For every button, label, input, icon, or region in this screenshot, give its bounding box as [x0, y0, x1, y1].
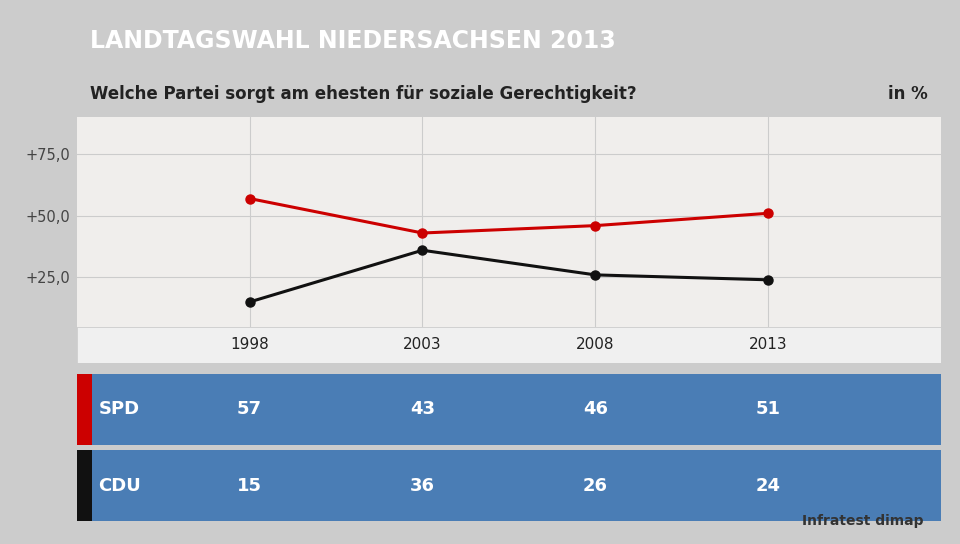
Text: 1998: 1998 [230, 337, 269, 353]
Text: 57: 57 [237, 400, 262, 418]
Text: in %: in % [888, 85, 927, 103]
Text: 15: 15 [237, 477, 262, 494]
Bar [77, 450, 941, 521]
Text: 26: 26 [583, 477, 608, 494]
Text: 46: 46 [583, 400, 608, 418]
Text: 2013: 2013 [749, 337, 787, 353]
Text: 2003: 2003 [403, 337, 442, 353]
Text: 2008: 2008 [576, 337, 614, 353]
Text: 24: 24 [756, 477, 780, 494]
Bar [77, 374, 92, 445]
Text: Welche Partei sorgt am ehesten für soziale Gerechtigkeit?: Welche Partei sorgt am ehesten für sozia… [89, 85, 636, 103]
Bar [77, 450, 92, 521]
Text: 36: 36 [410, 477, 435, 494]
Text: 51: 51 [756, 400, 780, 418]
Text: Infratest dimap: Infratest dimap [802, 514, 924, 528]
Bar [77, 374, 941, 445]
Text: LANDTAGSWAHL NIEDERSACHSEN 2013: LANDTAGSWAHL NIEDERSACHSEN 2013 [89, 29, 615, 53]
Text: SPD: SPD [99, 400, 139, 418]
Text: CDU: CDU [99, 477, 141, 494]
Text: 43: 43 [410, 400, 435, 418]
